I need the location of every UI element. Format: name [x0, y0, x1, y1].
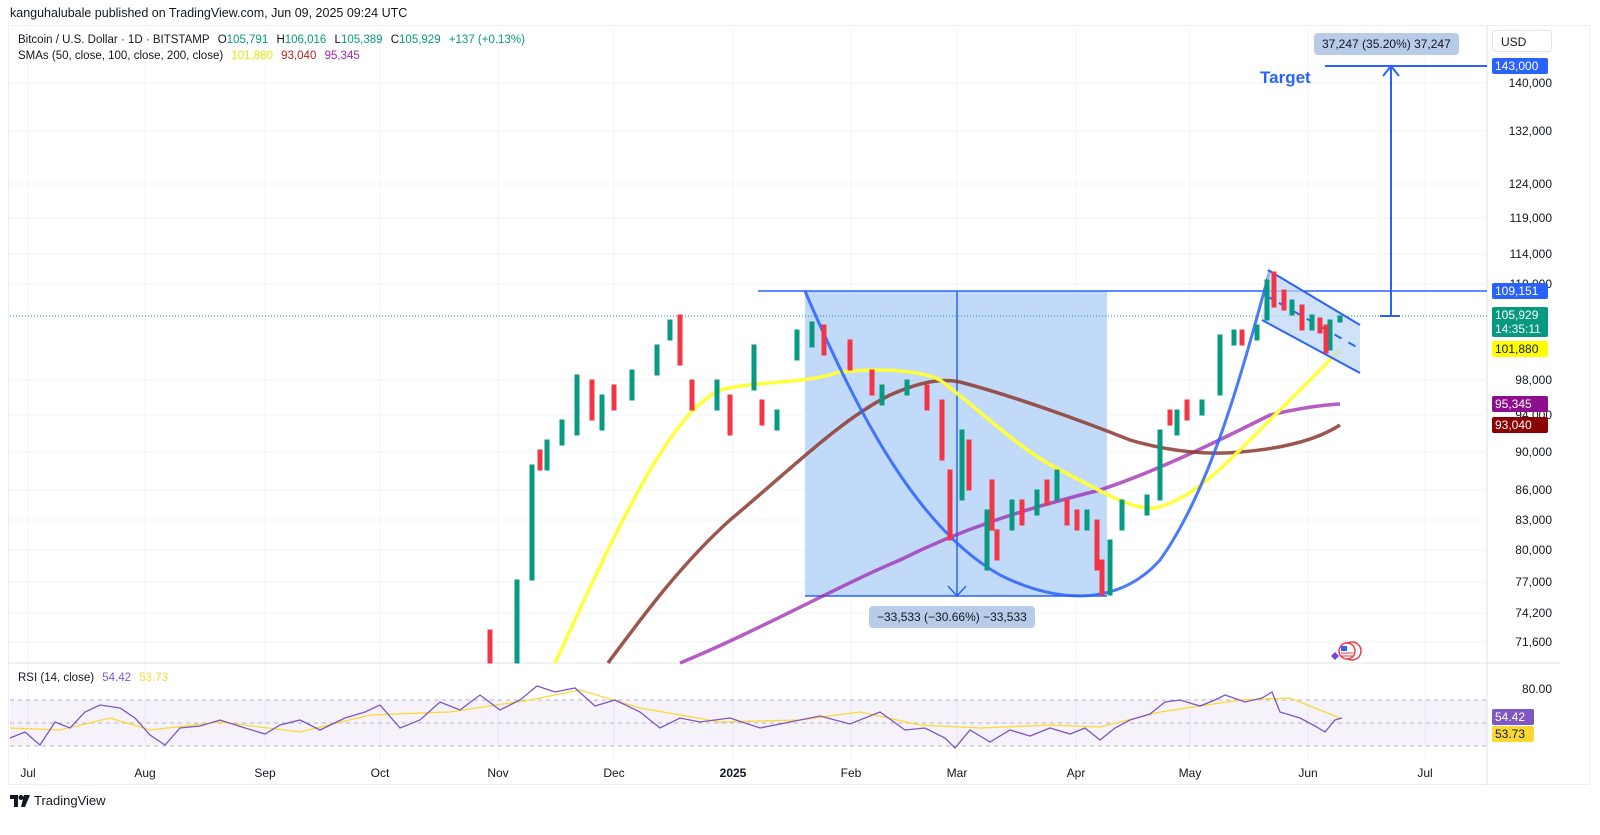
tradingview-logo-icon — [10, 794, 30, 807]
sma200-value: 95,345 — [324, 50, 360, 62]
sma-title[interactable]: SMAs (50, close, 100, close, 200, close) — [18, 50, 224, 62]
price-tick: 74,200 — [1515, 606, 1552, 620]
bar-countdown: 14:35:11 — [1495, 322, 1541, 336]
time-tick: Jul — [20, 766, 36, 780]
price-tick: 80,000 — [1515, 543, 1552, 557]
high-value: 106,016 — [284, 34, 327, 46]
close-value: 105,929 — [399, 34, 441, 46]
time-tick: Feb — [840, 766, 862, 780]
rsi-tick: 80.00 — [1521, 682, 1552, 696]
event-flag-icon — [1331, 641, 1362, 661]
low-value: 105,389 — [340, 34, 383, 46]
time-tick: 2025 — [719, 766, 747, 780]
time-tick: Sep — [254, 766, 276, 780]
price-tick: 124,000 — [1508, 177, 1552, 191]
chart-frame — [8, 25, 1590, 785]
time-tick: Mar — [946, 766, 968, 780]
price-tick: 77,000 — [1515, 575, 1552, 589]
resistance-price-tag: 109,151 — [1492, 283, 1548, 299]
price-tick: 119,000 — [1509, 211, 1553, 225]
cup-depth-range — [805, 291, 1107, 596]
sma50-line — [553, 348, 1342, 664]
rsi-legend[interactable]: RSI (14, close) 54.42 53.73 — [18, 672, 168, 684]
currency-selector[interactable]: USD — [1492, 30, 1552, 52]
sma50-price-tag: 101,880 — [1492, 341, 1548, 357]
change-value: +137 (+0.13%) — [448, 34, 525, 46]
rsi-title[interactable]: RSI (14, close) — [18, 672, 95, 684]
open-value: 105,791 — [226, 34, 269, 46]
rsi-line — [9, 685, 1343, 749]
rsi-ma-value: 53.73 — [139, 672, 169, 684]
drop-measure-label: −33,533 (−30.66%) −33,533 — [869, 606, 1035, 628]
time-tick: Oct — [370, 766, 390, 780]
candlesticks — [487, 271, 1343, 664]
target-measure-label: 37,247 (35.20%) 37,247 — [1314, 33, 1459, 55]
sma200-price-tag: 95,345 — [1492, 396, 1548, 412]
last-price-value: 105,929 — [1495, 308, 1539, 322]
price-tick: 86,000 — [1515, 483, 1552, 497]
time-tick: Jul — [1417, 766, 1433, 780]
time-tick: Nov — [487, 766, 509, 780]
rsi-ma-tag: 53.73 — [1492, 726, 1534, 742]
price-tick: 71,600 — [1515, 635, 1552, 649]
sma-legend[interactable]: SMAs (50, close, 100, close, 200, close)… — [18, 50, 365, 62]
rsi-value-tag: 54.42 — [1492, 709, 1534, 725]
symbol-title[interactable]: Bitcoin / U.S. Dollar · 1D · BITSTAMP — [18, 34, 210, 46]
time-tick: Aug — [134, 766, 156, 780]
price-tick: 90,000 — [1515, 445, 1552, 459]
cup-curve — [803, 269, 1272, 598]
sma100-price-tag: 93,040 — [1492, 417, 1548, 433]
time-tick: Dec — [603, 766, 625, 780]
symbol-legend[interactable]: Bitcoin / U.S. Dollar · 1D · BITSTAMP O1… — [18, 34, 525, 46]
price-tick: 83,000 — [1515, 513, 1552, 527]
time-tick: Apr — [1066, 766, 1086, 780]
price-tick: 98,000 — [1515, 373, 1552, 387]
target-price-tag: 143,000 — [1492, 58, 1548, 74]
price-tick: 114,000 — [1509, 247, 1553, 261]
rsi-value: 54.42 — [102, 672, 132, 684]
sma50-value: 101,880 — [231, 50, 273, 62]
last-price-tag: 105,929 14:35:11 — [1492, 307, 1548, 337]
tradingview-logo[interactable]: TradingView — [10, 793, 106, 808]
time-tick: May — [1178, 766, 1202, 780]
target-label: Target — [1260, 68, 1311, 87]
sma200-line — [679, 402, 1341, 665]
price-tick: 132,000 — [1508, 124, 1552, 138]
time-tick: Jun — [1298, 766, 1318, 780]
tradingview-logo-text: TradingView — [34, 793, 106, 808]
publisher-line: kanguhalubale published on TradingView.c… — [10, 6, 408, 20]
price-tick: 140,000 — [1508, 76, 1552, 90]
sma100-value: 93,040 — [281, 50, 317, 62]
